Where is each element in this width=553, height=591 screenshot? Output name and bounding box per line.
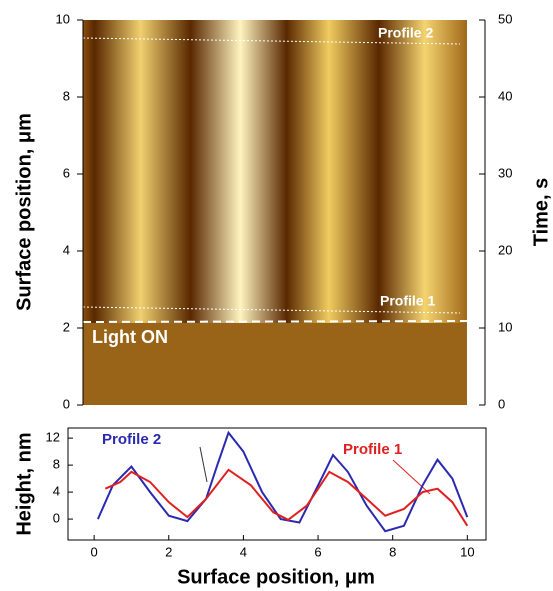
afm-image-dark (83, 323, 467, 405)
y2-tick-label: 50 (498, 11, 512, 26)
x-tick-label: 8 (389, 544, 396, 559)
arrow (199, 446, 208, 483)
profile-line (82, 37, 461, 45)
series-label: Profile 2 (102, 431, 161, 448)
series-label: Profile 1 (343, 441, 402, 458)
y-tick-label: 8 (63, 88, 70, 103)
y-axis-label: Surface position, μm (13, 113, 35, 311)
y-tick-label: 4 (53, 484, 60, 499)
x-axis-label: Surface position, μm (177, 566, 375, 588)
y-tick-label: 0 (53, 511, 60, 526)
y-tick-label: 8 (53, 457, 60, 472)
line-series (96, 430, 469, 533)
y2-tick-label: 20 (498, 242, 512, 257)
y2-tick-label: 30 (498, 165, 512, 180)
y2-tick-label: 0 (498, 396, 505, 411)
y2-tick-label: 10 (498, 319, 512, 334)
y-tick-label: 10 (56, 11, 70, 26)
x-tick-label: 4 (240, 544, 247, 559)
annotation: Profile 1 (380, 293, 435, 309)
line-series (104, 468, 469, 527)
afm-image (83, 20, 467, 325)
y-tick-label: 4 (63, 242, 70, 257)
y2-axis-label: Time, s (530, 178, 552, 247)
y2-tick-label: 40 (498, 88, 512, 103)
x-tick-label: 2 (165, 544, 172, 559)
annotation: Profile 2 (378, 25, 433, 41)
y-tick-label: 6 (63, 165, 70, 180)
x-tick-label: 10 (460, 544, 474, 559)
y-tick-label: 12 (46, 430, 60, 445)
x-tick-label: 0 (91, 544, 98, 559)
y-tick-label: 0 (63, 396, 70, 411)
annotation: Light ON (92, 327, 168, 347)
y-tick-label: 2 (63, 319, 70, 334)
plot-frame (67, 427, 487, 541)
x-tick-label: 6 (314, 544, 321, 559)
arrow (392, 459, 431, 495)
profile-line (82, 306, 461, 314)
y-axis-label: Height, nm (13, 432, 35, 535)
